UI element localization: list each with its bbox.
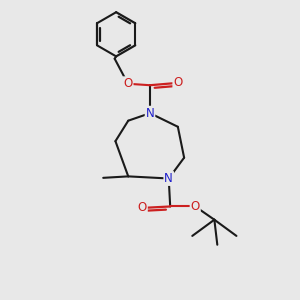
Text: O: O	[138, 201, 147, 214]
Text: O: O	[173, 76, 183, 89]
Text: N: N	[164, 172, 173, 185]
Text: N: N	[146, 107, 154, 120]
Text: O: O	[123, 77, 133, 90]
Text: O: O	[190, 200, 200, 213]
